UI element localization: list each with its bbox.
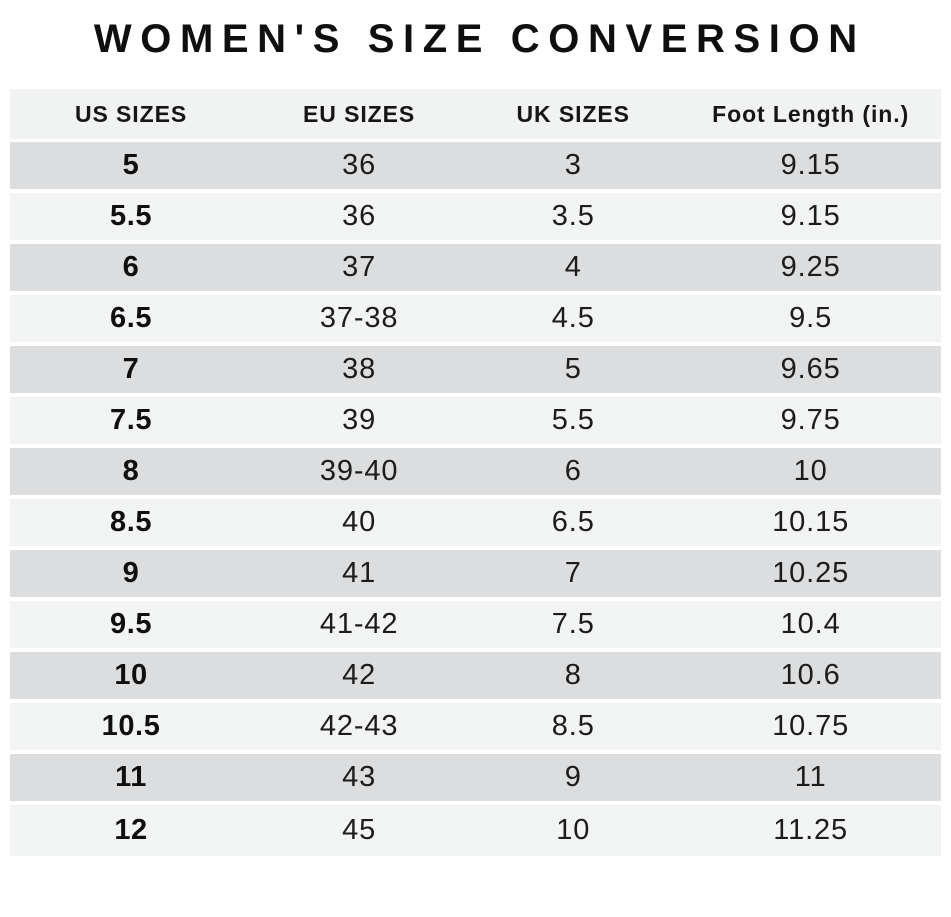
table-cell: 11.25: [680, 805, 941, 856]
table-cell: 5: [10, 142, 253, 193]
table-cell: 8.5: [466, 703, 681, 754]
column-header-eu-sizes: EU SIZES: [252, 89, 467, 142]
table-cell: 7: [466, 550, 681, 601]
table-container: US SIZES EU SIZES UK SIZES Foot Length (…: [10, 89, 941, 856]
table-cell: 36: [252, 193, 467, 244]
table-cell: 10: [10, 652, 253, 703]
table-row: 10 42 8 10.6: [10, 652, 941, 703]
table-row: 7 38 5 9.65: [10, 346, 941, 397]
table-cell: 5.5: [466, 397, 681, 448]
table-row: 12 45 10 11.25: [10, 805, 941, 856]
table-cell: 36: [252, 142, 467, 193]
table-cell: 6.5: [466, 499, 681, 550]
table-cell: 9.15: [680, 142, 941, 193]
table-cell: 42-43: [252, 703, 467, 754]
table-cell: 3: [466, 142, 681, 193]
table-cell: 43: [252, 754, 467, 805]
column-header-uk-sizes: UK SIZES: [466, 89, 681, 142]
table-cell: 9: [466, 754, 681, 805]
table-cell: 9.15: [680, 193, 941, 244]
table-header-row: US SIZES EU SIZES UK SIZES Foot Length (…: [10, 89, 941, 142]
table-cell: 8.5: [10, 499, 253, 550]
table-cell: 7.5: [466, 601, 681, 652]
table-cell: 9.25: [680, 244, 941, 295]
table-row: 9 41 7 10.25: [10, 550, 941, 601]
table-row: 8 39-40 6 10: [10, 448, 941, 499]
table-row: 7.5 39 5.5 9.75: [10, 397, 941, 448]
table-cell: 10: [466, 805, 681, 856]
table-row: 6 37 4 9.25: [10, 244, 941, 295]
table-cell: 9.5: [10, 601, 253, 652]
table-cell: 9.75: [680, 397, 941, 448]
table-cell: 9.5: [680, 295, 941, 346]
table-cell: 9.65: [680, 346, 941, 397]
table-cell: 42: [252, 652, 467, 703]
table-cell: 4.5: [466, 295, 681, 346]
table-cell: 6: [466, 448, 681, 499]
column-header-foot-length: Foot Length (in.): [680, 89, 941, 142]
table-cell: 10.15: [680, 499, 941, 550]
table-cell: 37: [252, 244, 467, 295]
table-cell: 7.5: [10, 397, 253, 448]
table-row: 11 43 9 11: [10, 754, 941, 805]
table-cell: 39: [252, 397, 467, 448]
table-cell: 5: [466, 346, 681, 397]
column-header-us-sizes: US SIZES: [10, 89, 253, 142]
table-cell: 41-42: [252, 601, 467, 652]
table-row: 5 36 3 9.15: [10, 142, 941, 193]
table-cell: 6.5: [10, 295, 253, 346]
table-cell: 37-38: [252, 295, 467, 346]
table-row: 8.5 40 6.5 10.15: [10, 499, 941, 550]
table-cell: 10.6: [680, 652, 941, 703]
table-row: 6.5 37-38 4.5 9.5: [10, 295, 941, 346]
size-conversion-table: US SIZES EU SIZES UK SIZES Foot Length (…: [10, 89, 941, 856]
page-title: WOMEN'S SIZE CONVERSION: [93, 17, 866, 61]
table-cell: 7: [10, 346, 253, 397]
table-row: 5.5 36 3.5 9.15: [10, 193, 941, 244]
table-cell: 12: [10, 805, 253, 856]
table-cell: 6: [10, 244, 253, 295]
table-cell: 4: [466, 244, 681, 295]
table-cell: 38: [252, 346, 467, 397]
table-cell: 3.5: [466, 193, 681, 244]
table-cell: 45: [252, 805, 467, 856]
table-cell: 10.5: [10, 703, 253, 754]
table-cell: 10.25: [680, 550, 941, 601]
table-cell: 11: [10, 754, 253, 805]
table-body: 5 36 3 9.15 5.5 36 3.5 9.15 6 37 4 9.25 6.5 37-38 4.5 9…: [10, 142, 941, 856]
table-cell: 8: [466, 652, 681, 703]
table-cell: 11: [680, 754, 941, 805]
table-cell: 8: [10, 448, 253, 499]
table-cell: 10: [680, 448, 941, 499]
table-cell: 10.4: [680, 601, 941, 652]
table-cell: 39-40: [252, 448, 467, 499]
table-cell: 5.5: [10, 193, 253, 244]
table-cell: 40: [252, 499, 467, 550]
table-cell: 9: [10, 550, 253, 601]
table-cell: 41: [252, 550, 467, 601]
table-cell: 10.75: [680, 703, 941, 754]
table-row: 9.5 41-42 7.5 10.4: [10, 601, 941, 652]
table-row: 10.5 42-43 8.5 10.75: [10, 703, 941, 754]
